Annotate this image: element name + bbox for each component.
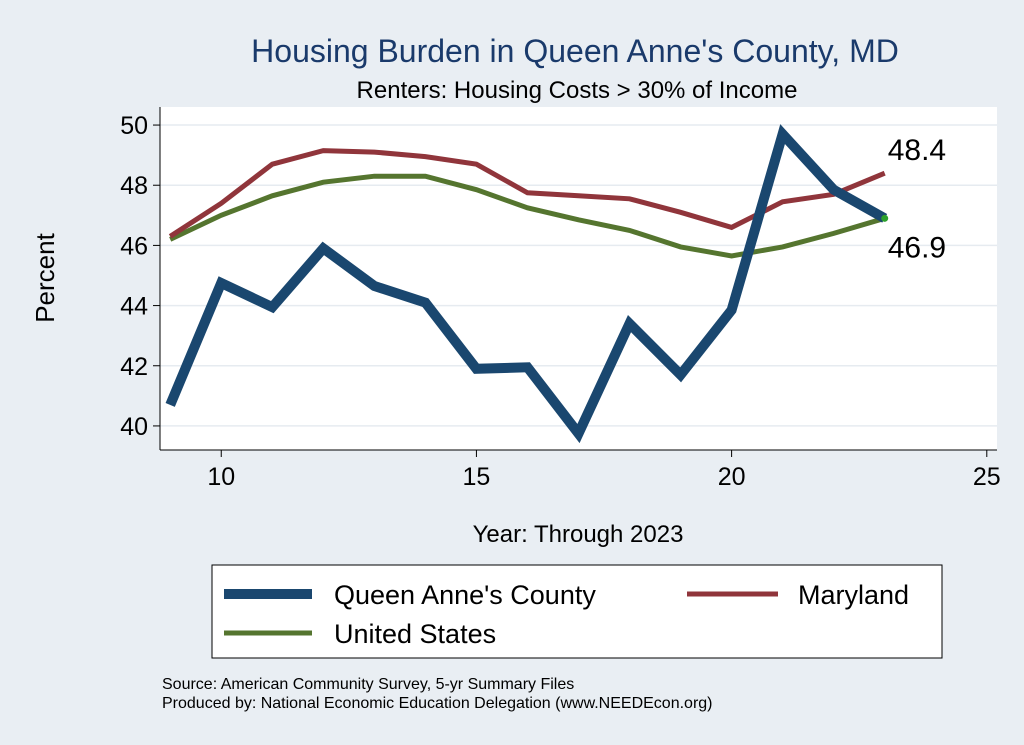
series-lines (165, 124, 889, 444)
end-point-marker (881, 214, 889, 222)
legend-box (211, 564, 943, 659)
legend-label-united-states: United States (334, 619, 496, 649)
x-tick-label: 15 (463, 463, 491, 491)
annotation-label: 48.4 (888, 134, 946, 167)
annotation-label: 46.9 (888, 231, 946, 264)
x-tick-label: 20 (718, 463, 746, 491)
y-tick-label: 46 (120, 232, 148, 260)
series-line-united-states (169, 173, 886, 259)
y-axis: 40 42 44 46 48 50 (120, 107, 161, 450)
y-tick-label: 42 (120, 353, 148, 381)
producer-note: Produced by: National Economic Education… (162, 695, 713, 712)
y-tick-label: 48 (120, 172, 148, 200)
annotations: 48.4 46.9 (888, 134, 946, 264)
legend-label-maryland: Maryland (798, 580, 909, 610)
chart-subtitle: Renters: Housing Costs > 30% of Income (357, 77, 798, 104)
legend-label-queen-annes: Queen Anne's County (334, 580, 596, 610)
y-axis-title: Percent (30, 232, 60, 322)
x-axis-title: Year: Through 2023 (473, 521, 684, 548)
grid-lines (160, 124, 997, 427)
y-tick-label: 44 (120, 293, 148, 321)
x-tick-label: 25 (973, 463, 1001, 491)
y-tick-label: 40 (120, 413, 148, 441)
x-axis: 10 15 20 25 (160, 449, 1001, 491)
y-tick-label: 50 (120, 112, 148, 140)
chart-title: Housing Burden in Queen Anne's County, M… (251, 33, 899, 69)
series-line-queen-annes (165, 124, 888, 444)
x-tick-label: 10 (207, 463, 235, 491)
source-note: Source: American Community Survey, 5-yr … (162, 676, 574, 693)
